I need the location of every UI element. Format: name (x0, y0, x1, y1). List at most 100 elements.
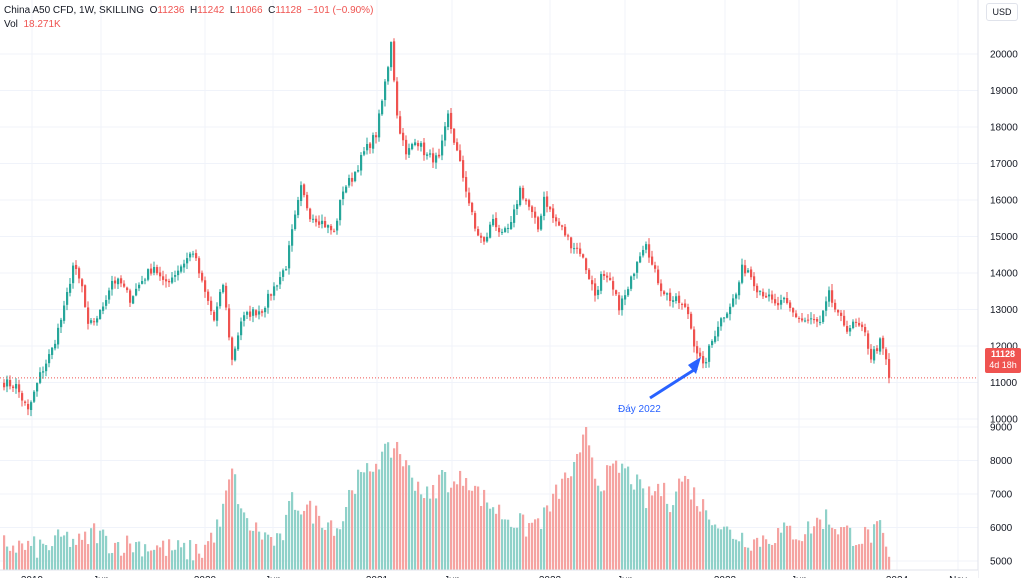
candle-body (456, 142, 459, 151)
candle-body (390, 42, 393, 68)
volume-bar (471, 490, 474, 570)
volume-bar (432, 485, 435, 570)
currency-button[interactable]: USD (986, 3, 1018, 21)
price-candles (3, 38, 891, 417)
candle-body (366, 143, 369, 151)
candle-body (732, 298, 735, 307)
open-label: O (149, 5, 158, 16)
volume-tick-label: 6000 (990, 523, 1013, 534)
candle-body (147, 269, 150, 280)
volume-bar (720, 529, 723, 570)
volume-bar (234, 474, 237, 570)
volume-bar (399, 454, 402, 570)
candle-body (795, 313, 798, 318)
volume-bar (336, 528, 339, 570)
volume-bar (696, 506, 699, 570)
volume-bar (171, 550, 174, 570)
volume-bar (144, 544, 147, 570)
candle-body (438, 154, 441, 157)
candle-body (393, 41, 396, 81)
volume-bar (300, 514, 303, 570)
volume-bar (816, 517, 819, 570)
volume-bar (168, 539, 171, 570)
volume-bar (390, 457, 393, 570)
volume-bar (435, 498, 438, 570)
volume-bar (420, 494, 423, 570)
candle-body (174, 275, 177, 277)
volume-bar (807, 521, 810, 570)
candle-body (447, 113, 450, 128)
time-tick-label: 2019 (21, 575, 44, 578)
volume-bar (867, 529, 870, 570)
volume-bar (441, 469, 444, 570)
candle-body (654, 265, 657, 269)
volume-bar (162, 540, 165, 570)
volume-bar (357, 469, 360, 570)
volume-bar (123, 552, 126, 570)
candle-body (141, 281, 144, 284)
volume-bar (243, 512, 246, 570)
time-tick-label: Jun (791, 575, 807, 578)
candle-body (525, 199, 528, 202)
volume-bar (873, 524, 876, 570)
candle-body (426, 154, 429, 156)
candle-body (660, 283, 663, 292)
volume-bar (72, 538, 75, 570)
volume-bar (558, 498, 561, 570)
volume-bar (309, 500, 312, 570)
candle-body (531, 206, 534, 213)
volume-bar (609, 465, 612, 570)
volume-bar (306, 504, 309, 570)
candle-body (276, 285, 279, 287)
volume-bar (684, 475, 687, 570)
candle-body (630, 276, 633, 289)
candle-body (786, 298, 789, 303)
volume-bar (141, 556, 144, 570)
candle-body (555, 217, 558, 222)
candle-body (858, 322, 861, 326)
volume-bar (381, 451, 384, 570)
volume-bar (33, 536, 36, 570)
volume-bar (555, 484, 558, 570)
last-price-value: 11128 (990, 349, 1016, 359)
candle-body (507, 227, 510, 229)
candle-body (534, 211, 537, 218)
candle-body (384, 81, 387, 101)
volume-bar (288, 500, 291, 570)
time-tick-label: Jun (444, 575, 460, 578)
volume-bar (699, 511, 702, 570)
candle-body (120, 278, 123, 284)
candle-body (519, 187, 522, 206)
volume-bar (858, 544, 861, 570)
volume-bar (663, 482, 666, 570)
candle-body (855, 321, 858, 323)
candle-body (201, 272, 204, 281)
price-tick-label: 18000 (990, 123, 1018, 134)
volume-bar (132, 552, 135, 570)
volume-bar (594, 478, 597, 570)
volume-bar (468, 490, 471, 570)
candle-body (150, 268, 153, 274)
volume-bar (483, 489, 486, 570)
volume-bar (705, 510, 708, 570)
candle-body (66, 291, 69, 305)
candle-body (822, 310, 825, 322)
volume-bar (675, 491, 678, 570)
volume-bar (603, 490, 606, 570)
volume-bar (528, 523, 531, 570)
volume-bar (870, 542, 873, 570)
candle-body (207, 291, 210, 301)
volume-bar (12, 545, 15, 570)
candle-body (675, 296, 678, 301)
volume-bar (384, 443, 387, 570)
volume-bar (255, 522, 258, 570)
volume-bar (537, 518, 540, 570)
volume-bar (888, 556, 891, 570)
time-tick-label: Jun (93, 575, 109, 578)
volume-bar (15, 552, 18, 570)
candle-body (681, 303, 684, 305)
candle-body (522, 187, 525, 199)
candle-body (513, 209, 516, 223)
volume-bar (876, 521, 879, 570)
